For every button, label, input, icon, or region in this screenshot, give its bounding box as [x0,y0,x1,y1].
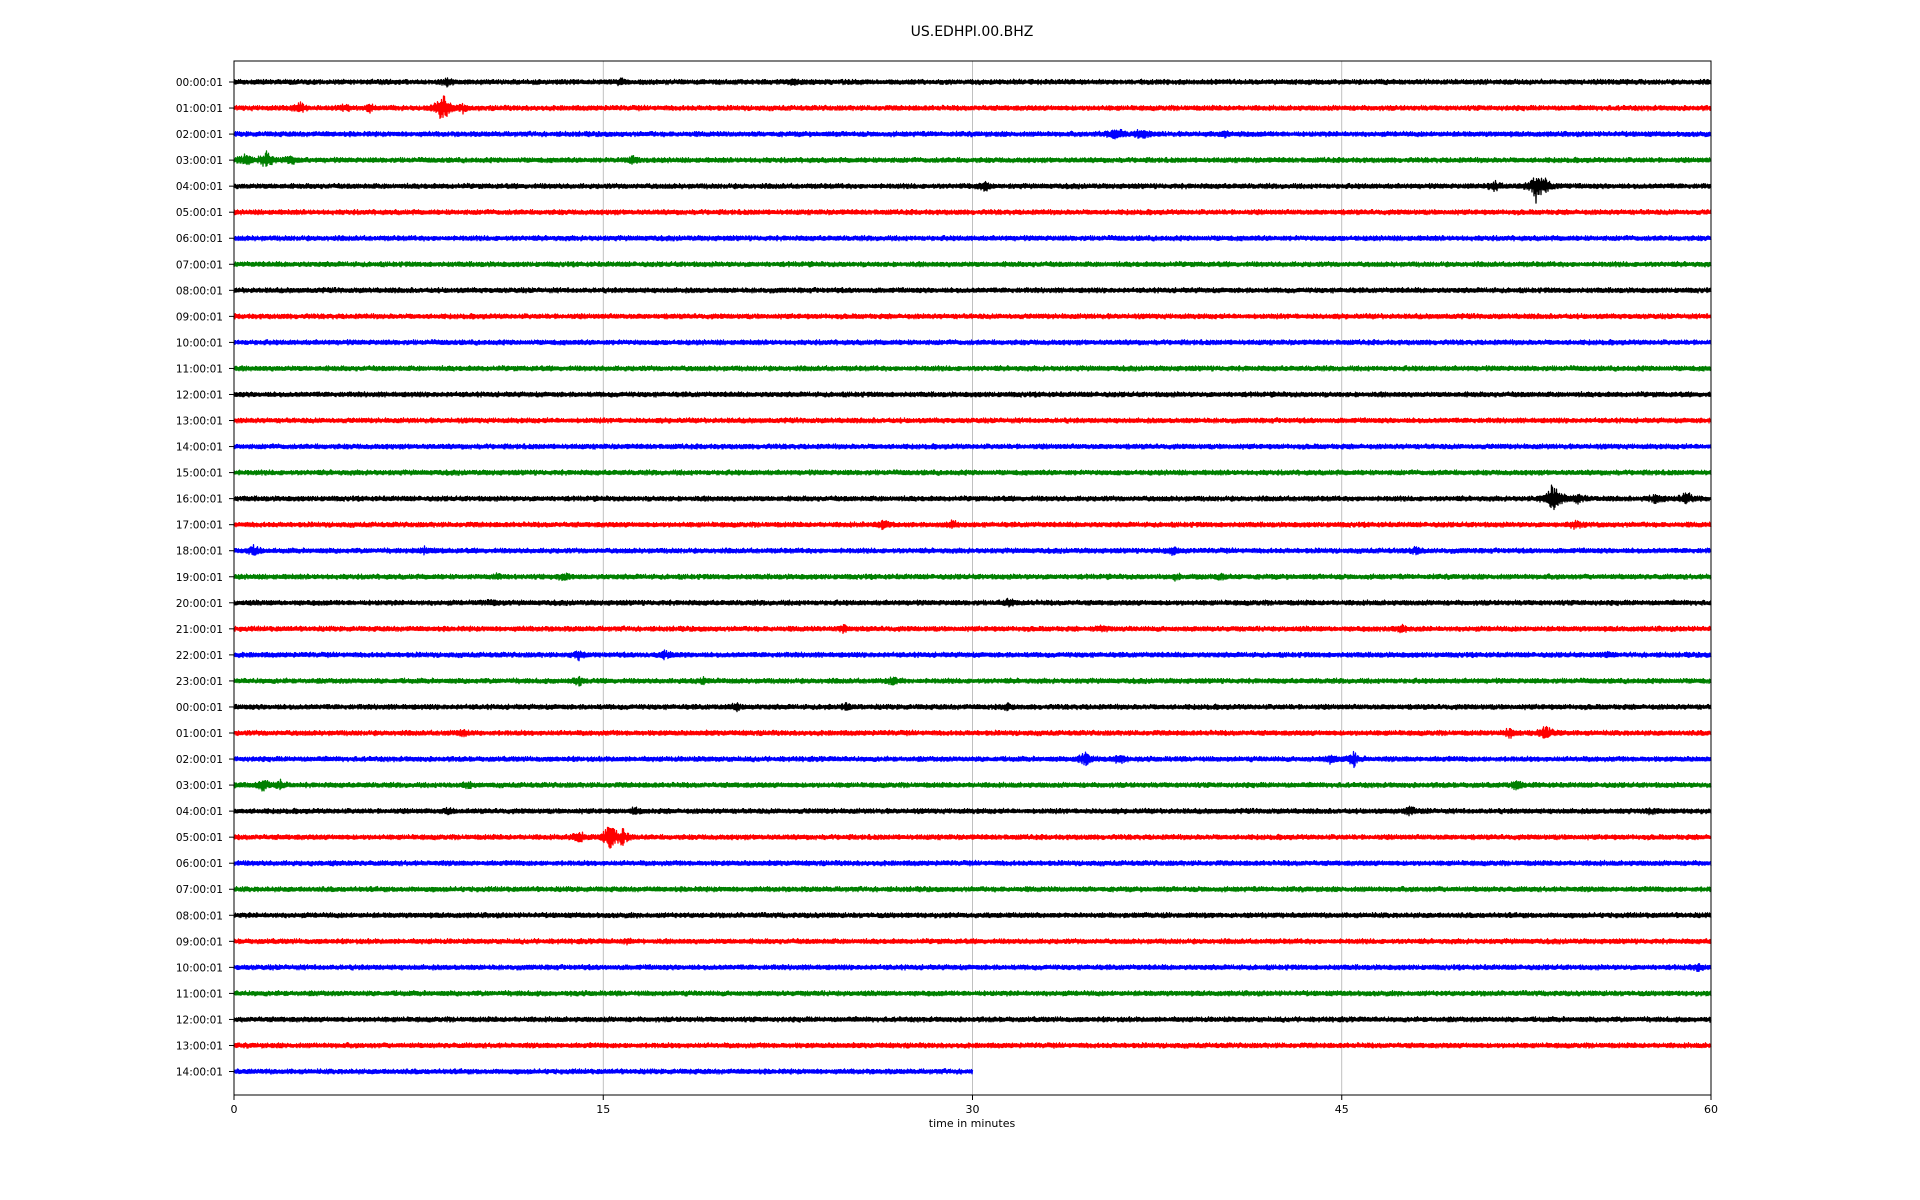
trace-row [233,417,1712,424]
x-tick-label: 45 [1335,1103,1349,1116]
trace-row [233,937,1712,946]
trace-row [233,95,1712,120]
row-time-label: 00:00:01 [176,77,223,89]
row-time-label: 03:00:01 [176,780,223,792]
trace-row [233,128,1712,140]
trace-row [233,208,1712,216]
chart-title: US.EDHPI.00.BHZ [911,24,1034,40]
row-time-label: 12:00:01 [176,1014,223,1026]
row-time-label: 10:00:01 [176,962,223,974]
trace-row [233,1042,1712,1049]
trace-row [233,365,1712,372]
trace-row [233,805,1712,817]
trace-row [233,911,1712,919]
row-time-label: 01:00:01 [176,103,223,115]
trace-row [233,484,1712,511]
trace-row [233,649,1712,662]
row-time-label: 19:00:01 [176,572,223,584]
trace-row [233,859,1712,867]
row-time-label: 05:00:01 [176,207,223,219]
trace-row [233,543,1712,557]
row-time-label: 18:00:01 [176,546,223,558]
row-time-label: 00:00:01 [176,702,223,714]
row-time-label: 20:00:01 [176,598,223,610]
row-time-label: 06:00:01 [176,858,223,870]
row-time-label: 10:00:01 [176,337,223,349]
trace-row [233,990,1712,997]
trace-row [233,150,1712,167]
trace-row [233,260,1712,268]
trace-row [233,234,1712,242]
row-time-label: 17:00:01 [176,520,223,532]
trace-row [233,339,1712,346]
trace-row [233,597,1712,608]
row-time-label: 12:00:01 [176,389,223,401]
trace-row [233,702,1712,713]
row-time-label: 05:00:01 [176,832,223,844]
row-time-label: 08:00:01 [176,910,223,922]
row-time-label: 11:00:01 [176,363,223,375]
row-time-label: 13:00:01 [176,1040,223,1052]
x-tick-label: 60 [1704,1103,1718,1116]
trace-row [233,725,1712,739]
x-tick-label: 30 [966,1103,980,1116]
trace-row [233,885,1712,893]
row-time-label: 07:00:01 [176,259,223,271]
trace-row [233,312,1712,320]
row-time-label: 08:00:01 [176,285,223,297]
x-axis-label: time in minutes [929,1117,1016,1130]
row-time-label: 14:00:01 [176,442,223,454]
row-time-label: 01:00:01 [176,728,223,740]
trace-row [233,778,1712,792]
trace-row [233,1016,1712,1023]
row-time-label: 03:00:01 [176,155,223,167]
row-time-label: 21:00:01 [176,624,223,636]
trace-row [233,675,1712,687]
trace-row [233,469,1712,476]
x-tick-label: 15 [596,1103,610,1116]
row-time-label: 13:00:01 [176,416,223,428]
trace-row [233,286,1712,294]
row-time-label: 02:00:01 [176,129,223,141]
trace-row [233,1068,974,1075]
trace-row [233,519,1712,531]
row-time-label: 06:00:01 [176,233,223,245]
trace-row [233,963,1712,973]
row-time-label: 02:00:01 [176,754,223,766]
trace-row [233,826,1712,849]
trace-row [233,443,1712,450]
row-time-label: 07:00:01 [176,884,223,896]
trace-row [233,77,1712,88]
row-time-label: 16:00:01 [176,494,223,506]
trace-row [233,750,1712,769]
row-time-label: 23:00:01 [176,676,223,688]
row-time-label: 15:00:01 [176,468,223,480]
row-time-label: 04:00:01 [176,181,223,193]
row-time-label: 14:00:01 [176,1067,223,1079]
row-time-label: 09:00:01 [176,311,223,323]
row-time-label: 04:00:01 [176,806,223,818]
trace-row [233,572,1712,582]
trace-row [233,623,1712,634]
row-time-label: 09:00:01 [176,936,223,948]
trace-row [233,391,1712,398]
row-time-label: 11:00:01 [176,988,223,1000]
row-time-label: 22:00:01 [176,650,223,662]
trace-row [233,177,1712,204]
x-tick-label: 0 [231,1103,238,1116]
